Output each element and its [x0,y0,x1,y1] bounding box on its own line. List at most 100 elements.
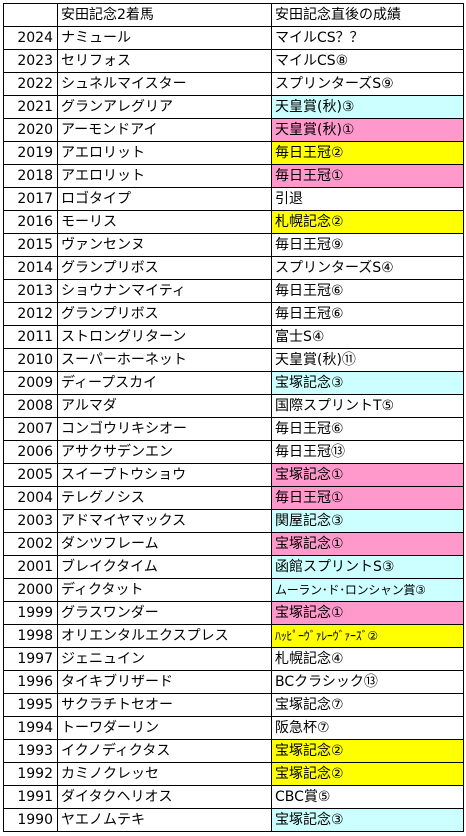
table-row: 2000 ディクタット ムーラン･ド･ロンシャン賞③ [3,578,464,602]
table-row: 1999 グラスワンダー 宝塚記念① [3,601,464,625]
result-cell: BCクラシック⑬ [271,670,464,694]
year-cell: 2010 [3,348,58,372]
year-cell: 2023 [3,49,58,73]
horse-cell: アドマイヤマックス [57,509,272,533]
year-cell: 1999 [3,601,58,625]
year-cell: 2008 [3,394,58,418]
horse-cell: グランアレグリア [57,95,272,119]
year-cell: 2019 [3,141,58,165]
horse-cell: トーワダーリン [57,716,272,740]
year-cell: 1998 [3,624,58,648]
year-cell: 2001 [3,555,58,579]
table-row: 1992 カミノクレッセ 宝塚記念② [3,762,464,786]
year-cell: 1996 [3,670,58,694]
table-row: 1994 トーワダーリン 阪急杯⑦ [3,716,464,740]
table-row: 2002 ダンツフレーム 宝塚記念① [3,532,464,556]
result-cell: 宝塚記念② [271,762,464,786]
table-row: 1998 オリエンタルエクスプレス ﾊｯﾋﾟｰｳﾞｧﾚｰｳﾞｧｰｽﾞ② [3,624,464,648]
result-cell: 宝塚記念② [271,739,464,763]
horse-cell: スーパーホーネット [57,348,272,372]
result-cell: 毎日王冠⑥ [271,417,464,441]
result-cell: 毎日王冠① [271,164,464,188]
horse-cell: ディープスカイ [57,371,272,395]
header-year [3,3,58,27]
year-cell: 2002 [3,532,58,556]
table-row: 1990 ヤエノムテキ 宝塚記念③ [3,808,464,832]
result-cell: ﾊｯﾋﾟｰｳﾞｧﾚｰｳﾞｧｰｽﾞ② [271,624,464,648]
horse-cell: セリフォス [57,49,272,73]
table-row: 1995 サクラチトセオー 宝塚記念⑦ [3,693,464,717]
year-cell: 2004 [3,486,58,510]
result-cell: 引退 [271,187,464,211]
horse-cell: テレグノシス [57,486,272,510]
horse-cell: イクノディクタス [57,739,272,763]
result-cell: 関屋記念③ [271,509,464,533]
header-result: 安田記念直後の成績 [271,3,464,27]
year-cell: 2006 [3,440,58,464]
year-cell: 2012 [3,302,58,326]
year-cell: 2024 [3,26,58,50]
table-row: 1997 ジェニュイン 札幌記念④ [3,647,464,671]
table-row: 1996 タイキブリザード BCクラシック⑬ [3,670,464,694]
horse-cell: シュネルマイスター [57,72,272,96]
result-cell: 天皇賞(秋)③ [271,95,464,119]
year-cell: 2013 [3,279,58,303]
year-cell: 2017 [3,187,58,211]
year-cell: 2003 [3,509,58,533]
year-cell: 1990 [3,808,58,832]
horse-cell: ロゴタイプ [57,187,272,211]
result-cell: 阪急杯⑦ [271,716,464,740]
horse-cell: ジェニュイン [57,647,272,671]
result-cell: 宝塚記念③ [271,371,464,395]
table-row: 2017 ロゴタイプ 引退 [3,187,464,211]
year-cell: 2009 [3,371,58,395]
table-row: 2007 コンゴウリキシオー 毎日王冠⑥ [3,417,464,441]
result-cell: 毎日王冠⑥ [271,302,464,326]
result-cell: 天皇賞(秋)① [271,118,464,142]
horse-cell: オリエンタルエクスプレス [57,624,272,648]
horse-cell: カミノクレッセ [57,762,272,786]
year-cell: 1997 [3,647,58,671]
horse-cell: アーモンドアイ [57,118,272,142]
year-cell: 2016 [3,210,58,234]
horse-cell: コンゴウリキシオー [57,417,272,441]
year-cell: 1992 [3,762,58,786]
table-row: 2019 アエロリット 毎日王冠② [3,141,464,165]
table-row: 2009 ディープスカイ 宝塚記念③ [3,371,464,395]
result-cell: スプリンターズS④ [271,256,464,280]
table-row: 2011 ストロングリターン 富士S④ [3,325,464,349]
year-cell: 2000 [3,578,58,602]
horse-cell: アルマダ [57,394,272,418]
table-row: 2020 アーモンドアイ 天皇賞(秋)① [3,118,464,142]
horse-cell: ダンツフレーム [57,532,272,556]
horse-cell: グランプリボス [57,302,272,326]
horse-cell: アエロリット [57,164,272,188]
year-cell: 1993 [3,739,58,763]
table-row: 2005 スイープトウショウ 宝塚記念① [3,463,464,487]
result-cell: 毎日王冠⑥ [271,279,464,303]
year-cell: 2011 [3,325,58,349]
horse-cell: ヴァンセンヌ [57,233,272,257]
table-row: 2015 ヴァンセンヌ 毎日王冠⑨ [3,233,464,257]
horse-cell: ナミュール [57,26,272,50]
year-cell: 2021 [3,95,58,119]
table-row: 2001 ブレイクタイム 函館スプリントS③ [3,555,464,579]
result-cell: 函館スプリントS③ [271,555,464,579]
horse-cell: ショウナンマイティ [57,279,272,303]
result-cell: マイルCS⑧ [271,49,464,73]
horse-cell: ダイタクヘリオス [57,785,272,809]
horse-cell: グランプリボス [57,256,272,280]
table-row: 2012 グランプリボス 毎日王冠⑥ [3,302,464,326]
result-cell: 毎日王冠① [271,486,464,510]
result-cell: 国際スプリントT⑤ [271,394,464,418]
year-cell: 2018 [3,164,58,188]
horse-cell: アサクサデンエン [57,440,272,464]
year-cell: 2020 [3,118,58,142]
result-cell: ムーラン･ド･ロンシャン賞③ [271,578,464,602]
year-cell: 2014 [3,256,58,280]
year-cell: 1991 [3,785,58,809]
horse-cell: グラスワンダー [57,601,272,625]
table-row: 1993 イクノディクタス 宝塚記念② [3,739,464,763]
table-row: 2016 モーリス 札幌記念② [3,210,464,234]
year-cell: 2015 [3,233,58,257]
